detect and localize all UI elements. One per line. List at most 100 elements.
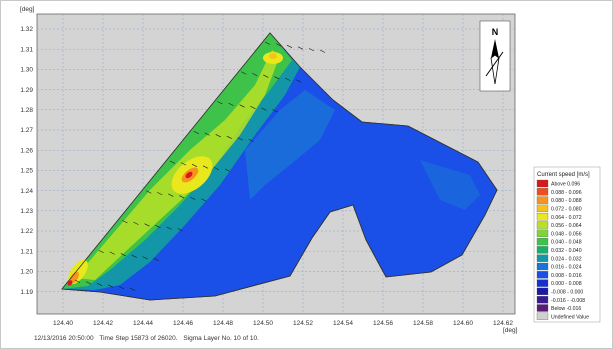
flow-vector — [204, 132, 210, 136]
legend-label: 0.000 - 0.008 — [551, 281, 582, 287]
legend-swatch — [536, 196, 549, 204]
north-arrow: N — [479, 20, 511, 92]
flow-vector — [239, 104, 245, 108]
flow-vector — [215, 134, 221, 138]
hotspot-north-core — [269, 53, 277, 59]
flow-vector — [263, 74, 269, 78]
legend-label: 0.072 - 0.080 — [551, 207, 582, 213]
legend-label: 0.024 - 0.032 — [551, 256, 582, 262]
flow-vector — [120, 253, 126, 257]
flow-vector — [193, 130, 199, 135]
legend-swatch — [536, 229, 549, 237]
y-tick-label: 1.20 — [20, 269, 33, 276]
flow-vector — [261, 107, 267, 111]
flow-vector — [228, 102, 234, 106]
y-tick-label: 1.32 — [20, 26, 33, 33]
field-patch-blue-east — [420, 160, 480, 210]
flow-vector — [157, 192, 163, 196]
legend-label: 0.048 - 0.056 — [551, 231, 582, 237]
x-tick-label: 124.40 — [53, 320, 73, 327]
status-time-step: Time Step 15873 of 26020. — [99, 335, 178, 342]
y-tick-label: 1.22 — [20, 228, 33, 235]
field-patch-green — [62, 33, 292, 289]
x-tick-label: 124.46 — [173, 320, 193, 327]
y-tick-label: 1.27 — [20, 127, 33, 134]
flow-vector — [122, 220, 128, 224]
legend-label: -0.016 - -0.008 — [551, 298, 585, 304]
flow-vector — [217, 101, 223, 105]
legend-swatch — [536, 279, 549, 287]
y-tick-label: 1.28 — [20, 107, 33, 114]
flow-vector — [237, 137, 243, 141]
x-tick-label: 124.48 — [213, 320, 233, 327]
legend-label: 0.032 - 0.040 — [551, 248, 582, 254]
y-tick-label: 1.19 — [20, 289, 33, 296]
flow-vector — [169, 160, 176, 164]
flow-vector — [179, 195, 185, 199]
y-tick-label: 1.25 — [20, 168, 33, 175]
x-tick-label: 124.62 — [493, 320, 513, 327]
flow-vector — [96, 282, 103, 286]
field-patch-blue-light — [245, 90, 335, 200]
legend-title: Current speed [m/s] — [537, 172, 590, 178]
x-tick-label: 124.58 — [413, 320, 433, 327]
x-tick-label: 124.56 — [373, 320, 393, 327]
flow-vector — [107, 284, 114, 288]
flow-vector — [166, 226, 172, 230]
flow-vector — [252, 73, 258, 77]
x-axis-ticks: 124.40 124.42 124.44 124.46 124.48 124.50 124.… — [53, 320, 513, 327]
x-tick-label: 124.54 — [333, 320, 353, 327]
current-speed-field — [61, 32, 498, 301]
legend-label: 0.056 - 0.064 — [551, 223, 582, 229]
x-tick-label: 124.52 — [293, 320, 313, 327]
legend-swatch — [536, 179, 549, 188]
legend-swatch — [536, 312, 549, 320]
legend-swatch — [536, 204, 549, 213]
flow-vector — [180, 162, 187, 166]
domain-outline — [61, 32, 498, 301]
status-sigma-layer: Sigma Layer No. 10 of 10. — [183, 335, 259, 342]
legend-swatch — [536, 237, 549, 246]
flow-vector — [272, 109, 278, 113]
y-axis-unit: [deg] — [20, 6, 35, 13]
status-datetime: 12/13/2016 20:50:00 — [34, 335, 94, 342]
flow-vector — [85, 281, 92, 285]
legend-items: Above 0.096 0.088 - 0.096 0.080 - 0.088 0.0… — [536, 179, 589, 320]
y-axis-ticks: 1.32 1.31 1.30 1.29 1.28 1.27 1.26 1.25 1.24 1.23… — [20, 26, 33, 296]
flow-vector — [118, 286, 125, 290]
legend-label: Undefined Value — [551, 314, 589, 320]
flow-vector — [250, 106, 256, 110]
flow-vector — [274, 76, 280, 80]
flow-vector — [109, 251, 115, 255]
flow-vector — [74, 279, 81, 283]
north-arrow-label: N — [492, 27, 499, 37]
flow-vector — [241, 71, 247, 75]
flow-vector — [297, 46, 304, 50]
status-bar: 12/13/2016 20:50:00 Time Step 15873 of 2… — [34, 335, 263, 342]
y-tick-label: 1.24 — [20, 188, 33, 195]
flow-vector — [213, 167, 220, 171]
flow-vector — [144, 223, 150, 227]
legend-swatch — [536, 254, 549, 262]
flow-vector — [177, 228, 183, 232]
legend-swatch — [536, 246, 549, 254]
flow-vector — [131, 254, 137, 258]
legend: Current speed [m/s] Above 0.096 0.088 - 0… — [533, 166, 601, 323]
flow-vector — [190, 196, 196, 200]
legend-label: -0.008 - 0.000 — [551, 290, 583, 296]
flow-vector — [191, 163, 198, 167]
flow-vector — [142, 256, 148, 260]
y-tick-label: 1.29 — [20, 87, 33, 94]
legend-label: 0.080 - 0.088 — [551, 198, 582, 204]
y-tick-label: 1.21 — [20, 248, 33, 255]
x-axis-unit: [deg] — [503, 327, 518, 334]
legend-swatch — [536, 221, 549, 229]
legend-label: 0.040 - 0.048 — [551, 240, 582, 246]
flow-vector — [308, 48, 315, 52]
y-tick-label: 1.23 — [20, 208, 33, 215]
hotspot-southwest-peak — [67, 280, 73, 286]
legend-swatch — [536, 304, 549, 312]
flow-vector — [319, 49, 326, 53]
flow-vector — [248, 138, 254, 143]
